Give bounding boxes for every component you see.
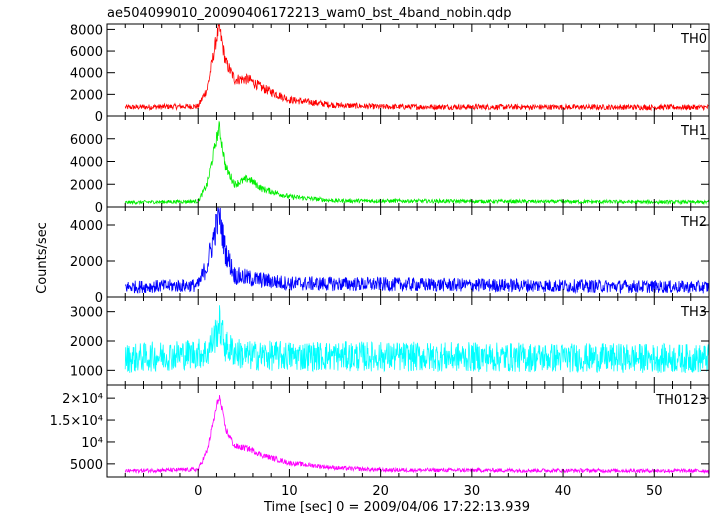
y-tick-label: 2×10⁴ xyxy=(62,392,103,407)
panel-label: TH3 xyxy=(680,305,707,320)
y-tick-label: 2000 xyxy=(70,88,103,103)
y-tick-label: 10⁴ xyxy=(81,436,103,451)
panel-th0: 0 2000 4000 6000 8000 TH0 xyxy=(70,23,710,125)
panel-th2: 0 2000 4000 TH2 xyxy=(70,206,710,306)
y-tick-label: 4000 xyxy=(70,67,103,82)
y-tick-label: 1000 xyxy=(70,364,103,379)
x-tick-label: 20 xyxy=(372,484,389,499)
panel-label: TH2 xyxy=(680,215,707,230)
panel-th1: 0 2000 4000 6000 TH1 xyxy=(70,115,710,216)
panel-label: TH1 xyxy=(680,124,707,139)
panel-th0123: 5000 10⁴ 1.5×10⁴ 2×10⁴ TH0123 xyxy=(50,384,710,478)
x-tick-label: 50 xyxy=(646,484,663,499)
panel-frame xyxy=(106,296,710,386)
y-tick-label: 3000 xyxy=(70,306,103,321)
panel-th3: 1000 2000 3000 TH3 xyxy=(70,296,710,386)
panel-frame xyxy=(106,384,710,478)
panel-label: TH0 xyxy=(680,32,707,47)
panel-label: TH0123 xyxy=(655,393,707,408)
y-tick-label: 2000 xyxy=(70,178,103,193)
y-tick-label: 0 xyxy=(95,110,103,125)
y-tick-label: 4000 xyxy=(70,156,103,171)
x-axis-label: Time [sec] 0 = 2009/04/06 17:22:13.939 xyxy=(263,500,530,515)
y-tick-label: 5000 xyxy=(70,458,103,473)
y-tick-label: 0 xyxy=(95,291,103,306)
x-tick-label: 30 xyxy=(464,484,481,499)
y-tick-label: 2000 xyxy=(70,255,103,270)
y-tick-label: 1.5×10⁴ xyxy=(50,414,103,429)
y-axis-label: Counts/sec xyxy=(35,222,50,294)
panels-group: 02000400060008000TH00200040006000TH10200… xyxy=(50,23,710,499)
y-tick-label: 8000 xyxy=(70,23,103,38)
series-line-th1 xyxy=(124,121,710,206)
x-tick-label: 40 xyxy=(555,484,572,499)
series-line-th0 xyxy=(124,23,710,112)
y-tick-label: 4000 xyxy=(70,219,103,234)
y-tick-label: 0 xyxy=(95,201,103,216)
y-tick-label: 6000 xyxy=(70,133,103,148)
chart-title: ae504099010_20090406172213_wam0_bst_4ban… xyxy=(107,6,512,21)
series-line-th0123 xyxy=(124,394,710,475)
x-tick-label: 0 xyxy=(194,484,202,499)
series-line-th2 xyxy=(124,207,710,295)
y-tick-label: 6000 xyxy=(70,45,103,60)
series-line-th3 xyxy=(124,305,710,374)
x-tick-label: 10 xyxy=(281,484,298,499)
y-tick-label: 2000 xyxy=(70,335,103,350)
panel-frame xyxy=(106,23,710,117)
panel-frame xyxy=(106,115,710,208)
